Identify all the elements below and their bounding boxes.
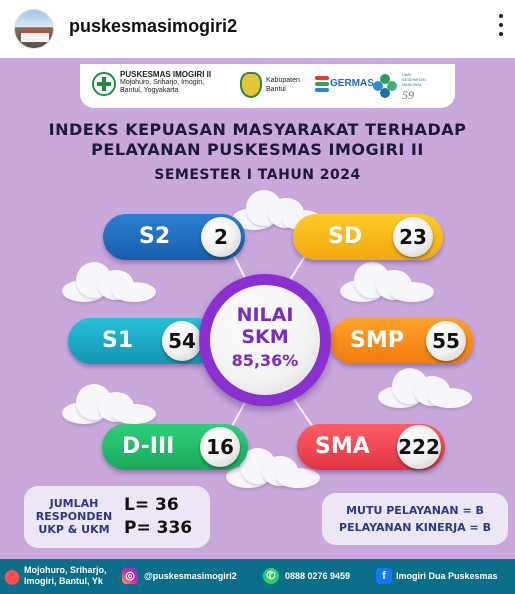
poster-title-line1: INDEKS KEPUASAN MASYARAKAT TERHADAP xyxy=(48,120,467,139)
education-count: 2 xyxy=(214,225,228,249)
location-pin-icon: ⬤ xyxy=(4,568,20,584)
count-ball xyxy=(201,217,241,257)
footer-instagram: ◎ @puskesmasimogiri2 xyxy=(122,559,262,594)
logo-bar: PUSKESMAS IMOGIRI II Mojohuro, Sriharjo,… xyxy=(80,64,455,108)
bantul-emblem-icon xyxy=(240,72,262,98)
respondents-label: RESPONDEN xyxy=(35,510,113,523)
education-pill-smp: SMP 55 xyxy=(330,318,474,364)
respondents-label: JUMLAH xyxy=(49,497,99,510)
education-count: 23 xyxy=(399,225,427,249)
respondents-female: P= 336 xyxy=(124,518,193,538)
puskesmas-logo-text: PUSKESMAS IMOGIRI II Mojohuro, Sriharjo,… xyxy=(120,70,212,95)
education-label: SMP xyxy=(350,328,404,353)
bantul-logo-text: Kabupaten Bantul xyxy=(266,77,300,93)
whatsapp-icon: ✆ xyxy=(263,568,279,584)
education-pill-sd: SD 23 xyxy=(293,214,443,260)
education-label: SMA xyxy=(315,434,370,459)
footer-facebook: f Imogiri Dua Puskesmas xyxy=(376,559,515,594)
footer-address: ⬤ Mojohuro, Sriharjo, Imogiri, Bantul, Y… xyxy=(4,565,107,586)
education-label: SD xyxy=(328,224,363,249)
hkn-logo-text: HARI KESEHATAN NASIONAL xyxy=(402,72,426,87)
education-label: S2 xyxy=(139,224,171,249)
poster-title-line2: PELAYANAN PUSKESMAS IMOGIRI II xyxy=(91,140,424,159)
more-options-icon[interactable] xyxy=(498,14,504,40)
education-pill-d3: D-III 16 xyxy=(102,424,248,470)
skm-label-line2: SKM xyxy=(241,326,289,348)
skm-disc xyxy=(210,285,320,395)
hkn-logo-icon xyxy=(373,74,397,98)
respondents-box: JUMLAH RESPONDEN UKP & UKM L= 36 P= 336 xyxy=(24,486,210,548)
education-pill-s1: S1 54 xyxy=(68,318,218,364)
skm-label-line1: NILAI xyxy=(236,304,294,326)
instagram-icon: ◎ xyxy=(122,568,138,584)
footer-whatsapp: ✆ 0888 0276 9459 xyxy=(263,559,373,594)
education-count: 54 xyxy=(168,329,196,353)
profile-avatar[interactable] xyxy=(14,9,54,49)
count-ball xyxy=(162,321,202,361)
post-header: puskesmasimogiri2 xyxy=(0,0,515,58)
facebook-icon: f xyxy=(376,568,392,584)
count-ball xyxy=(393,217,433,257)
puskesmas-logo-icon xyxy=(92,72,116,96)
respondents-male: L= 36 xyxy=(124,495,179,515)
poster-footer: ⬤ Mojohuro, Sriharjo, Imogiri, Bantul, Y… xyxy=(0,559,515,594)
education-count: 55 xyxy=(432,329,460,353)
germas-logo-text: GERMAS xyxy=(330,78,374,89)
count-ball xyxy=(200,427,240,467)
hkn-number: 59 xyxy=(402,88,414,102)
education-count: 16 xyxy=(206,435,234,459)
service-performance-line: PELAYANAN KINERJA = B xyxy=(339,521,491,534)
education-pill-sma: SMA 222 xyxy=(297,424,445,470)
service-quality-box: MUTU PELAYANAN = B PELAYANAN KINERJA = B xyxy=(322,493,508,545)
username-link[interactable]: puskesmasimogiri2 xyxy=(69,16,238,36)
semester-subtitle: SEMESTER I TAHUN 2024 xyxy=(154,167,361,183)
count-ball xyxy=(426,321,466,361)
education-pill-s2: S2 2 xyxy=(103,214,245,260)
education-count: 222 xyxy=(398,435,440,459)
service-quality-line: MUTU PELAYANAN = B xyxy=(346,504,484,517)
count-ball xyxy=(397,425,441,469)
post-image[interactable]: PUSKESMAS IMOGIRI II Mojohuro, Sriharjo,… xyxy=(0,58,515,594)
germas-logo-icon xyxy=(315,74,329,96)
skm-value: 85,36% xyxy=(231,351,299,370)
respondents-label: UKP & UKM xyxy=(38,523,110,536)
education-label: D-III xyxy=(122,434,175,459)
education-label: S1 xyxy=(102,328,134,353)
